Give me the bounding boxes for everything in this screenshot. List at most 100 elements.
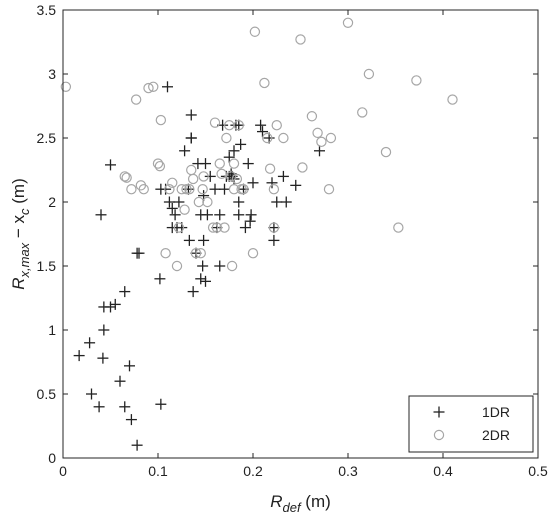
point-1dr	[242, 158, 254, 170]
point-1dr	[105, 301, 116, 313]
point-1dr	[280, 196, 292, 208]
point-1dr	[233, 196, 245, 208]
point-1dr	[195, 273, 207, 285]
point-2dr	[143, 82, 154, 94]
point-1dr	[109, 298, 121, 310]
point-1dr	[114, 375, 126, 387]
point-2dr	[176, 183, 187, 195]
point-1dr	[244, 215, 256, 227]
point-1dr	[228, 145, 240, 157]
point-1dr	[200, 275, 211, 287]
legend-box	[408, 395, 534, 453]
point-1dr	[105, 159, 116, 171]
point-1dr	[263, 132, 275, 144]
point-2dr	[306, 111, 318, 122]
point-2dr	[130, 94, 142, 105]
point-2dr	[198, 171, 209, 182]
point-2dr	[126, 183, 137, 195]
point-1dr	[214, 209, 226, 221]
point-2dr	[268, 183, 280, 195]
point-1dr	[169, 209, 181, 221]
point-2dr	[211, 222, 223, 233]
point-2dr	[247, 247, 259, 259]
point-2dr	[233, 119, 244, 131]
point-2dr	[195, 247, 206, 259]
point-1dr	[233, 209, 245, 221]
point-1dr	[271, 196, 283, 208]
point-2dr	[60, 81, 72, 93]
point-1dr	[131, 439, 143, 451]
point-1dr	[238, 183, 249, 195]
point-2dr	[221, 132, 232, 144]
point-2dr	[179, 204, 190, 215]
series-2dr	[60, 17, 458, 272]
x-axis-title: Rdef (m)	[270, 492, 331, 515]
y-tick-label: 1	[48, 322, 56, 338]
point-2dr	[216, 168, 227, 180]
x-axis-title-sub: def	[282, 500, 301, 515]
point-1dr	[290, 179, 302, 191]
point-1dr	[247, 177, 259, 189]
point-1dr	[133, 247, 145, 259]
point-2dr	[148, 81, 159, 93]
y-axis-title-main: R	[9, 277, 28, 289]
point-1dr	[314, 145, 325, 157]
point-1dr	[277, 170, 289, 182]
point-1dr	[93, 401, 105, 413]
point-1dr	[119, 401, 131, 413]
point-2dr	[173, 222, 185, 233]
x-tick-label: 0.2	[243, 463, 263, 479]
point-1dr	[255, 119, 267, 131]
point-2dr	[193, 196, 205, 208]
point-2dr	[119, 171, 130, 182]
point-1dr	[125, 414, 137, 426]
point-2dr	[259, 77, 270, 89]
x-tick-label: 0	[59, 463, 67, 479]
plot-frame	[62, 9, 539, 459]
legend-marker-1dr	[433, 406, 445, 418]
point-1dr	[266, 177, 278, 189]
axes: 0 0.1 0.2 0.3 0.4 0.5 0 0.5 1 1.5 2 2.5 3 3.5 Rdef (m)…	[9, 2, 548, 515]
point-1dr	[198, 234, 210, 246]
point-2dr	[238, 183, 249, 195]
legend-marker-2dr	[433, 429, 445, 441]
point-2dr	[171, 260, 183, 272]
y-axis-title-sub: x,max	[17, 242, 32, 278]
y-axis-title-unit: (m)	[9, 178, 28, 208]
y-tick-label: 3.5	[37, 2, 57, 18]
point-2dr	[393, 222, 404, 233]
point-2dr	[316, 136, 327, 148]
point-2dr	[197, 183, 208, 195]
point-2dr	[411, 75, 422, 86]
point-2dr	[264, 163, 276, 174]
point-2dr	[342, 17, 354, 28]
point-1dr	[124, 360, 135, 372]
point-2dr	[278, 132, 289, 144]
point-2dr	[121, 172, 132, 183]
point-1dr	[201, 209, 213, 221]
point-2dr	[164, 183, 175, 195]
y-tick-label: 1.5	[37, 258, 57, 274]
point-1dr	[239, 222, 251, 234]
point-2dr	[225, 171, 237, 182]
point-1dr	[223, 151, 235, 163]
point-2dr	[214, 158, 225, 169]
x-tick-label: 0.3	[338, 463, 358, 479]
point-2dr	[160, 247, 171, 259]
point-1dr	[179, 145, 191, 157]
point-2dr	[447, 94, 458, 105]
point-1dr	[86, 388, 97, 400]
point-2dr	[323, 183, 335, 195]
point-1dr	[268, 222, 280, 234]
point-2dr	[152, 158, 164, 169]
point-1dr	[183, 234, 195, 246]
point-2dr	[325, 132, 337, 144]
point-2dr	[155, 114, 167, 126]
point-2dr	[226, 260, 238, 272]
point-1dr	[197, 260, 209, 272]
y-axis-title-sub2: c	[17, 208, 32, 215]
point-2dr	[184, 183, 195, 195]
point-2dr	[207, 222, 219, 233]
point-1dr	[268, 234, 280, 246]
